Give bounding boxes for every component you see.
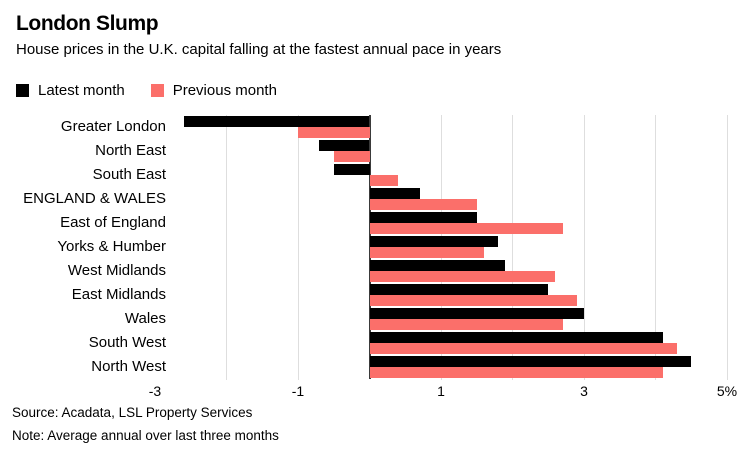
bar-latest-month-south-east bbox=[333, 164, 370, 175]
gridline-4 bbox=[655, 115, 656, 380]
bar-previous-month-east-of-england bbox=[369, 223, 563, 234]
bar-latest-month-north-west bbox=[369, 356, 692, 367]
x-tick-1: 1 bbox=[437, 383, 445, 399]
x-tick-1: -1 bbox=[291, 383, 305, 399]
bar-latest-month-north-east bbox=[319, 140, 370, 151]
chart-title: London Slump bbox=[16, 12, 159, 35]
category-label-greater-london: Greater London bbox=[60, 118, 166, 135]
bar-latest-month-east-of-england bbox=[369, 212, 477, 223]
legend-label: Latest month bbox=[38, 82, 125, 99]
gridline-5 bbox=[726, 115, 728, 380]
bar-previous-month-south-east bbox=[369, 175, 399, 186]
gridline-3 bbox=[583, 115, 585, 380]
bar-previous-month-wales bbox=[369, 319, 563, 330]
x-tick-3: -3 bbox=[148, 383, 162, 399]
category-label-south-east: South East bbox=[92, 166, 166, 183]
bar-latest-month-south-west bbox=[369, 332, 663, 343]
category-label-south-west: South West bbox=[88, 334, 166, 351]
bar-previous-month-greater-london bbox=[298, 127, 370, 138]
plot-area bbox=[155, 115, 728, 380]
category-label-england-wales: ENGLAND & WALES bbox=[23, 190, 166, 207]
category-axis-labels: Greater London North East South East ENGLAN… bbox=[0, 115, 166, 379]
bar-latest-month-yorks-humber bbox=[369, 236, 499, 247]
category-label-north-west: North West bbox=[91, 358, 166, 375]
bar-previous-month-west-midlands bbox=[369, 271, 556, 282]
legend-swatch-icon bbox=[16, 84, 29, 97]
category-label-wales: Wales bbox=[124, 310, 166, 327]
bar-previous-month-north-west bbox=[369, 367, 663, 378]
bar-previous-month-england-wales bbox=[369, 199, 477, 210]
legend-swatch-icon bbox=[150, 84, 164, 97]
category-label-yorks-humber: Yorks & Humber bbox=[57, 238, 166, 255]
legend-label: Previous month bbox=[172, 82, 277, 99]
x-tick-3: 3 bbox=[580, 383, 588, 399]
source-text: Source: Acadata, LSL Property Services bbox=[12, 405, 253, 420]
bar-latest-month-wales bbox=[369, 308, 584, 319]
bar-latest-month-england-wales bbox=[369, 188, 420, 199]
legend-item-latest-month: Latest month bbox=[16, 82, 125, 99]
bar-previous-month-yorks-humber bbox=[369, 247, 484, 258]
category-label-east-midlands: East Midlands bbox=[71, 286, 166, 303]
bar-latest-month-east-midlands bbox=[369, 284, 549, 295]
gridline--2 bbox=[226, 115, 227, 380]
legend-item-previous-month: Previous month bbox=[150, 82, 277, 99]
bar-latest-month-west-midlands bbox=[369, 260, 506, 271]
x-tick-5: 5% bbox=[716, 383, 738, 399]
bar-previous-month-south-west bbox=[369, 343, 677, 354]
category-label-east-of-england: East of England bbox=[60, 214, 166, 231]
note-text: Note: Average annual over last three mon… bbox=[12, 428, 279, 443]
x-axis-tick-labels: -3 -1 1 3 5% bbox=[0, 383, 744, 400]
gridline-2 bbox=[512, 115, 513, 380]
category-label-north-east: North East bbox=[95, 142, 166, 159]
gridline--1 bbox=[297, 115, 299, 380]
bar-previous-month-north-east bbox=[333, 151, 370, 162]
bar-previous-month-east-midlands bbox=[369, 295, 577, 306]
chart-legend: Latest month Previous month bbox=[16, 82, 277, 99]
category-label-west-midlands: West Midlands bbox=[67, 262, 166, 279]
chart-subtitle: House prices in the U.K. capital falling… bbox=[16, 41, 502, 58]
bar-latest-month-greater-london bbox=[183, 116, 370, 127]
